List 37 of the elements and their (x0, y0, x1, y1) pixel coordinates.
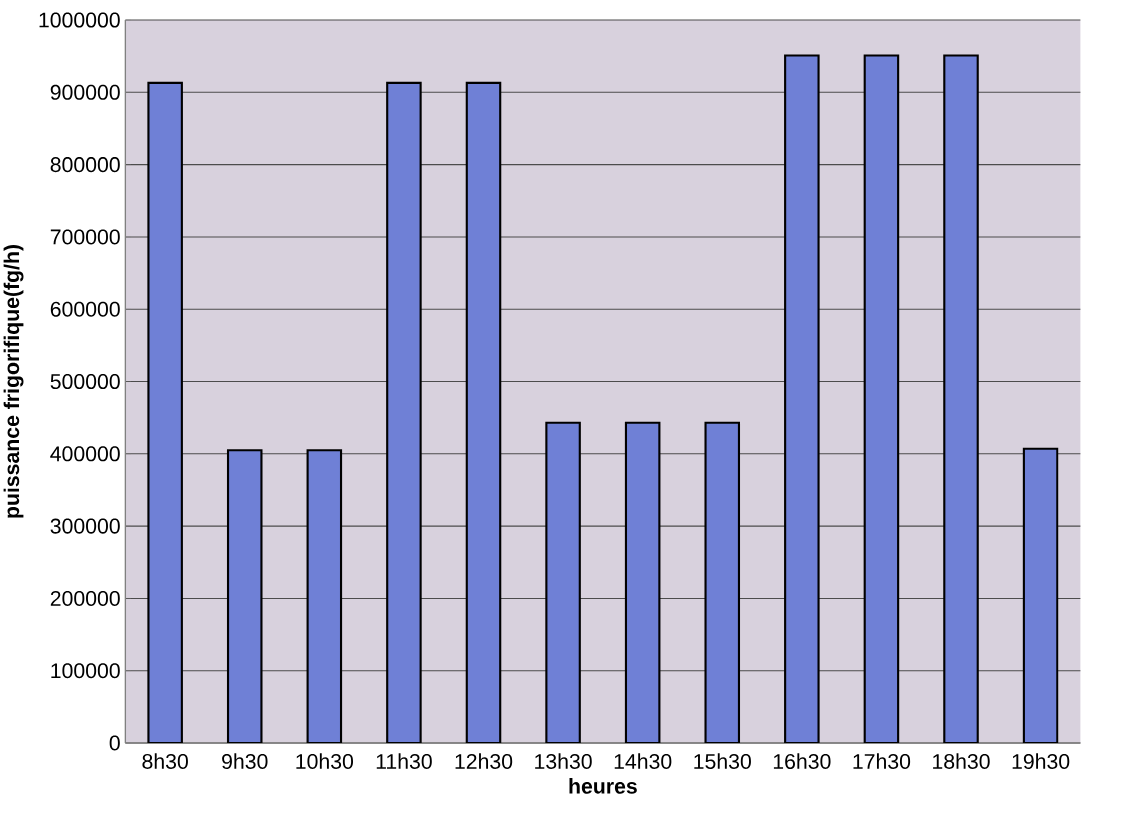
y-tick-label: 200000 (50, 590, 120, 606)
x-tick-label: 12h30 (455, 753, 513, 769)
x-tick-label: 10h30 (296, 753, 354, 769)
bar (306, 449, 343, 744)
x-tick-label: 11h30 (376, 753, 432, 769)
y-tick-label: 400000 (50, 446, 120, 462)
x-tick-label: 14h30 (614, 753, 672, 769)
bar (624, 421, 661, 744)
y-tick-label: 100000 (51, 663, 120, 679)
bar (704, 421, 741, 744)
y-tick-label: 1000000 (39, 12, 120, 28)
x-tick-label: 8h30 (142, 753, 188, 769)
y-tick-label: 700000 (50, 229, 120, 245)
y-tick-label: 600000 (50, 301, 120, 317)
y-tick-label: 0 (109, 735, 120, 751)
x-tick-label: 13h30 (535, 753, 592, 769)
y-tick-label: 300000 (50, 518, 120, 534)
y-tick-label: 900000 (50, 84, 120, 100)
y-tick-label: 800000 (50, 157, 120, 173)
bar (147, 81, 183, 744)
bar (863, 54, 900, 744)
x-tick-label: 18h30 (933, 753, 990, 769)
x-axis-title: heures (569, 778, 637, 794)
x-tick-label: 9h30 (222, 753, 268, 769)
y-axis-title: puissance frigorifique(fg/h) (3, 245, 24, 518)
x-tick-label: 19h30 (1012, 753, 1070, 769)
x-tick-label: 16h30 (773, 753, 831, 769)
bar (386, 81, 422, 744)
bar (784, 54, 820, 744)
bar (465, 81, 502, 744)
x-tick-label: 17h30 (853, 753, 911, 769)
x-tick-label: 15h30 (694, 753, 751, 769)
bar (226, 449, 263, 744)
bar (943, 54, 979, 744)
bar (1022, 447, 1059, 744)
y-tick-label: 500000 (50, 374, 120, 390)
bar (545, 421, 581, 744)
